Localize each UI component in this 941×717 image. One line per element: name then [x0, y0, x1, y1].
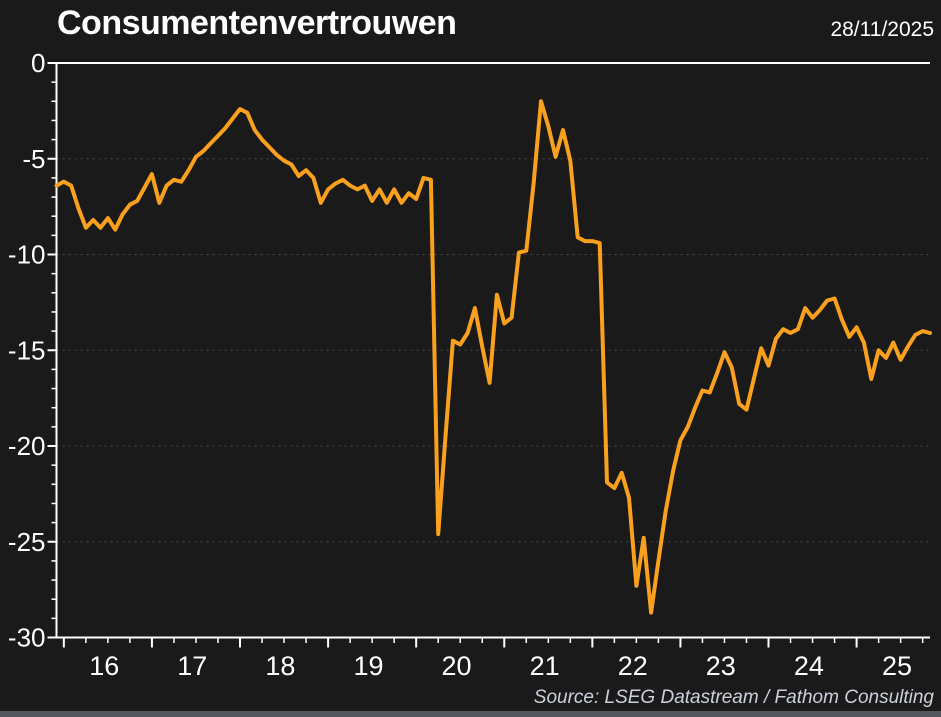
- x-axis-label: 25: [882, 651, 912, 681]
- y-axis-label: -20: [8, 431, 46, 461]
- y-axis-label: 0: [31, 48, 45, 78]
- x-axis-label: 21: [530, 651, 560, 681]
- x-axis-label: 24: [794, 651, 824, 681]
- bottom-border-strip: [0, 711, 941, 717]
- x-axis-label: 17: [177, 651, 207, 681]
- x-axis-label: 22: [618, 651, 648, 681]
- source-attribution: Source: LSEG Datastream / Fathom Consult…: [533, 687, 934, 708]
- x-axis-label: 23: [706, 651, 736, 681]
- x-axis-label: 18: [265, 651, 295, 681]
- y-axis-label: -5: [22, 144, 45, 174]
- y-axis-label: -10: [8, 240, 46, 270]
- chart-date: 28/11/2025: [830, 18, 934, 41]
- y-axis-label: -15: [8, 335, 46, 365]
- x-axis-label: 19: [353, 651, 383, 681]
- x-axis-label: 20: [442, 651, 472, 681]
- x-axis-label: 16: [89, 651, 119, 681]
- y-axis-label: -30: [8, 623, 46, 653]
- consumer-confidence-line: [54, 99, 932, 615]
- chart-title: Consumentenvertrouwen: [57, 4, 457, 42]
- y-axis-label: -25: [8, 527, 46, 557]
